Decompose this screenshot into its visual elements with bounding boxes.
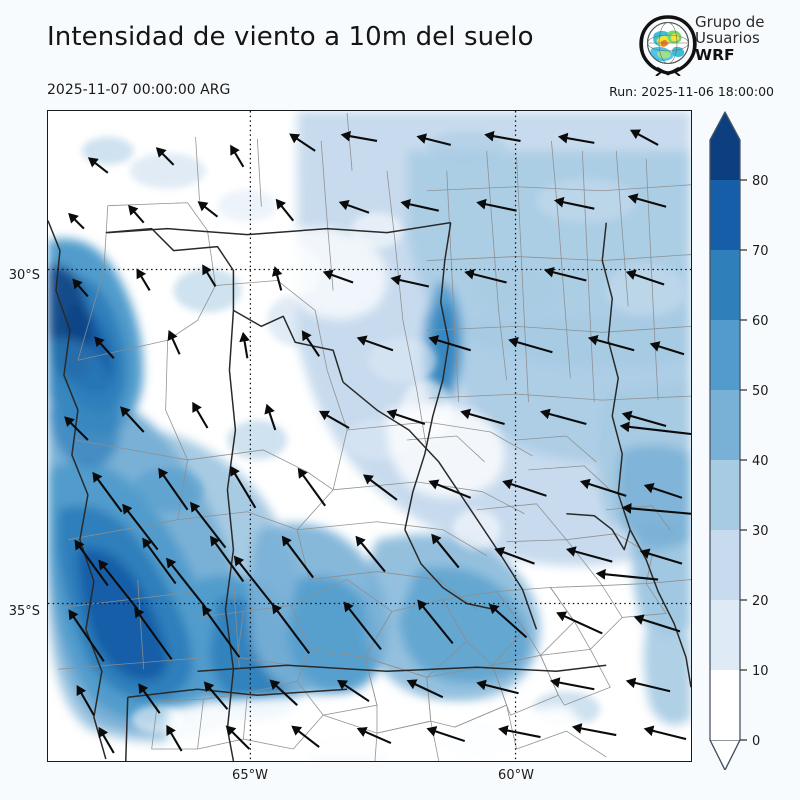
colorbar: 0 10 20 30 40 50 60 70 80 km/h <box>706 110 796 770</box>
model-run-label: Run: 2025-11-06 18:00:00 <box>609 84 774 99</box>
lon-label-60w: 60°W <box>498 768 534 783</box>
colorbar-tick-10: 10 <box>752 664 769 679</box>
lat-label-30s: 30°S <box>8 268 40 283</box>
valid-time-label: 2025-11-07 00:00:00 ARG <box>47 82 231 98</box>
logo-text: Grupo de Usuarios WRF <box>695 13 765 65</box>
colorbar-tick-20: 20 <box>752 594 769 609</box>
logo-line-1: Grupo de <box>695 13 765 31</box>
lat-label-35s: 35°S <box>8 604 40 619</box>
colorbar-tick-50: 50 <box>752 384 769 399</box>
map-canvas <box>48 111 691 761</box>
colorbar-tick-0: 0 <box>752 734 760 749</box>
colorbar-tick-70: 70 <box>752 244 769 259</box>
globe-emblem-icon <box>637 14 699 77</box>
wrf-user-group-logo: Grupo de Usuarios WRF <box>637 14 797 80</box>
colorbar-tick-60: 60 <box>752 314 769 329</box>
colorbar-tick-30: 30 <box>752 524 769 539</box>
wind-speed-map[interactable] <box>47 110 692 762</box>
logo-line-2: Usuarios <box>695 28 760 47</box>
logo-line-3: WRF <box>695 46 735 65</box>
page-title: Intensidad de viento a 10m del suelo <box>47 22 534 52</box>
colorbar-tick-40: 40 <box>752 454 769 469</box>
lon-label-65w: 65°W <box>232 768 268 783</box>
colorbar-tick-80: 80 <box>752 174 769 189</box>
